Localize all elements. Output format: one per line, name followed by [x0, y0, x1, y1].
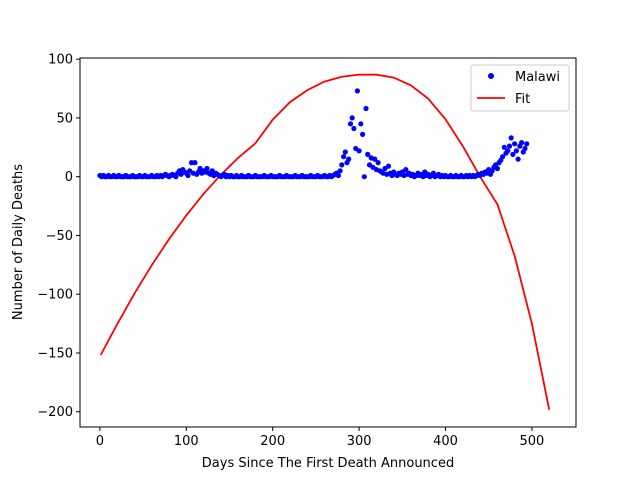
plot-background — [80, 58, 576, 427]
y-tick-label: −200 — [37, 405, 73, 420]
legend-label-malawi: Malawi — [515, 70, 560, 85]
x-tick-label: 0 — [96, 434, 104, 449]
data-point — [351, 125, 357, 132]
y-tick-label: −150 — [37, 346, 73, 361]
y-tick-label: 50 — [56, 111, 73, 126]
legend-label-fit: Fit — [515, 92, 530, 107]
data-point — [339, 162, 345, 168]
y-ticks: 100 50 0 −50 −100 −150 −200 — [37, 53, 80, 420]
data-point — [372, 156, 378, 162]
y-tick-label: 0 — [65, 170, 73, 185]
legend: Malawi Fit — [470, 64, 570, 112]
data-point — [519, 140, 525, 146]
fit-layer — [99, 73, 551, 410]
data-point — [342, 149, 348, 155]
data-point — [500, 154, 506, 160]
data-point — [349, 115, 355, 121]
fit-line — [99, 73, 551, 410]
legend-marker-malawi — [488, 73, 494, 79]
data-point — [360, 131, 366, 137]
data-point — [361, 174, 367, 180]
data-point — [354, 88, 360, 94]
data-point — [385, 163, 392, 169]
data-point — [511, 141, 518, 147]
plot-frame — [79, 57, 577, 428]
data-point — [508, 135, 514, 141]
data-point — [358, 121, 364, 127]
data-point — [341, 154, 347, 160]
data-point — [524, 141, 530, 147]
data-point — [494, 165, 500, 172]
y-tick-label: −100 — [37, 288, 73, 303]
data-point — [346, 156, 352, 162]
x-tick-label: 400 — [433, 434, 458, 449]
data-point — [347, 121, 354, 127]
data-point — [335, 172, 341, 179]
data-point — [365, 151, 371, 157]
data-point — [513, 148, 520, 154]
points-layer — [97, 88, 530, 180]
x-tick-label: 200 — [260, 434, 285, 449]
legend-box — [470, 64, 570, 112]
x-tick-label: 300 — [347, 434, 372, 449]
data-point — [510, 151, 516, 157]
x-tick-label: 100 — [174, 434, 199, 449]
y-tick-label: 100 — [48, 53, 73, 68]
data-point — [363, 105, 369, 112]
data-point — [356, 148, 362, 154]
data-point — [192, 160, 198, 166]
data-point — [505, 148, 511, 154]
data-point — [403, 167, 409, 173]
data-point — [204, 165, 210, 172]
data-point — [522, 145, 528, 152]
data-point — [337, 168, 343, 174]
data-point — [501, 144, 507, 150]
x-axis-label: Days Since The First Death Announced — [202, 456, 454, 471]
data-point — [515, 156, 521, 162]
data-point — [185, 172, 191, 179]
y-tick-label: −50 — [46, 229, 73, 244]
data-point — [375, 160, 381, 166]
x-tick-label: 500 — [520, 434, 545, 449]
y-axis-label: Number of Daily Deaths — [11, 164, 26, 320]
data-point — [506, 143, 513, 149]
x-ticks: 0 100 200 300 400 500 — [96, 427, 545, 449]
